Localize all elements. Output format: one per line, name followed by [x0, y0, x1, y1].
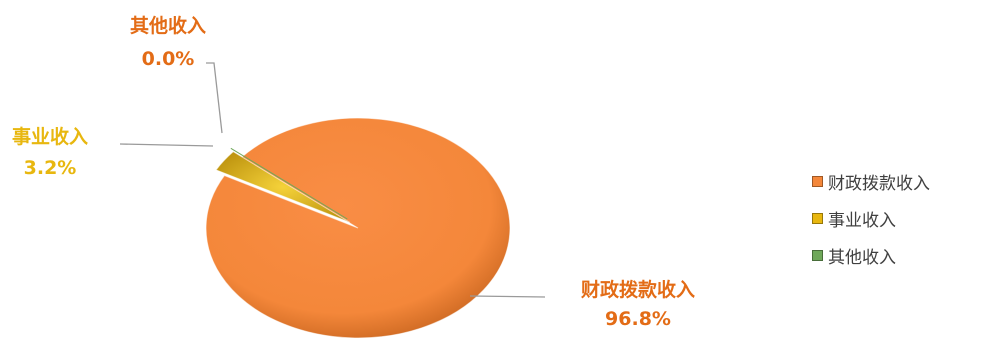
leader-line-fiscal [469, 295, 546, 298]
data-label-value-other: 0.0% [142, 48, 195, 70]
legend: 财政拨款收入 事业收入 其他收入 [812, 170, 977, 281]
legend-swatch-other [812, 249, 823, 261]
legend-label-other: 其他收入 [828, 247, 896, 268]
legend-label-fiscal: 财政拨款收入 [828, 173, 930, 194]
legend-item-business: 事业收入 [812, 207, 977, 231]
leader-line-other [206, 62, 223, 134]
data-label-value-business: 3.2% [24, 157, 77, 179]
legend-swatch-business [812, 212, 823, 224]
leader-lines [119, 62, 546, 298]
pie-slice-business [215, 151, 350, 223]
pie-slices [205, 117, 511, 339]
data-label-value-fiscal: 96.8% [605, 308, 671, 330]
leader-line-business [119, 143, 214, 147]
pie-slice-other [230, 147, 348, 220]
data-label-name-other: 其他收入 [130, 14, 206, 37]
legend-item-fiscal: 财政拨款收入 [812, 170, 977, 194]
legend-swatch-fiscal [812, 175, 823, 187]
data-labels: 财政拨款收入 96.8% 事业收入 3.2% 其他收入 0.0% [12, 14, 695, 330]
legend-label-business: 事业收入 [828, 210, 896, 231]
data-label-name-fiscal: 财政拨款收入 [581, 278, 695, 301]
pie-slice-fiscal [205, 117, 511, 339]
data-label-name-business: 事业收入 [12, 125, 88, 148]
legend-item-other: 其他收入 [812, 244, 977, 268]
